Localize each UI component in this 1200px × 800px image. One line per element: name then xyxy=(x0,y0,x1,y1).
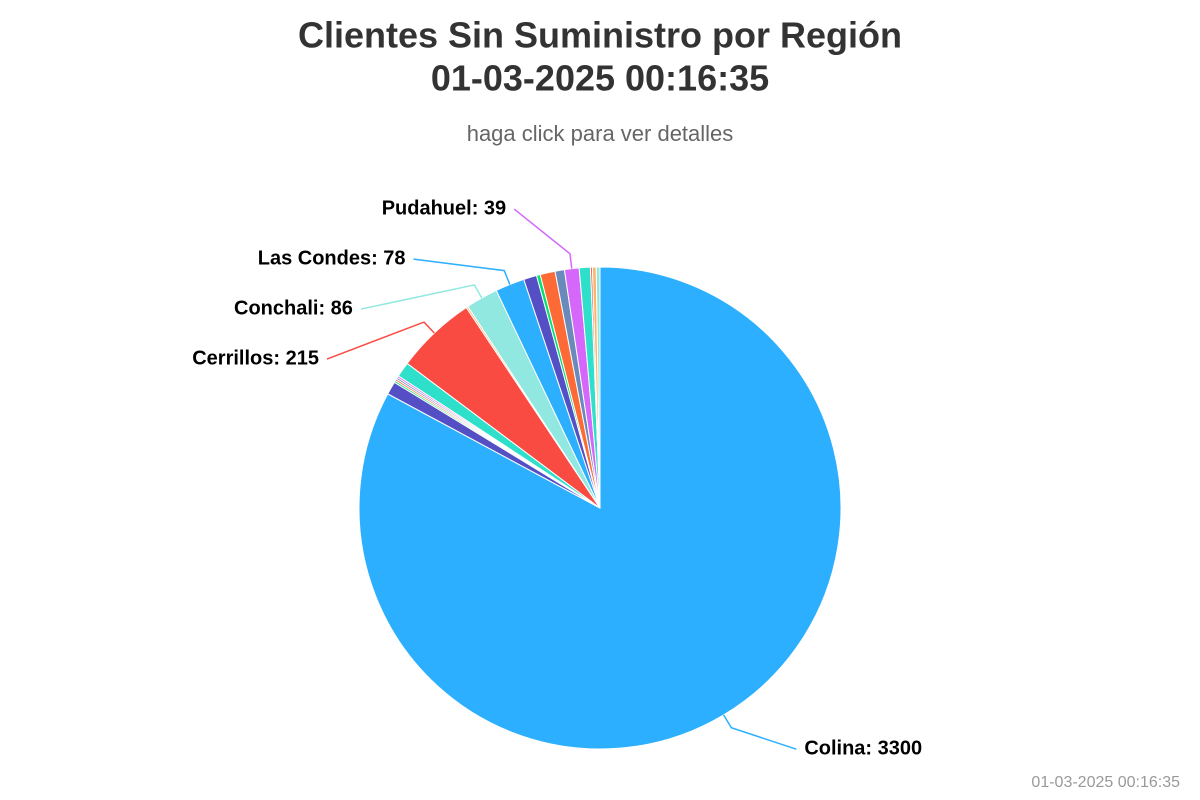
pie-slice[interactable]: Colina xyxy=(358,266,842,750)
label-connector xyxy=(360,284,483,310)
data-label: Pudahuel: 39 xyxy=(382,197,506,219)
label-connector xyxy=(513,208,573,269)
credit: 01-03-2025 00:16:35 xyxy=(1031,774,1180,791)
data-label: Cerrillos: 215 xyxy=(192,347,319,369)
pie-slice[interactable] xyxy=(595,266,601,509)
label-connector xyxy=(413,258,511,285)
chart-title: Clientes Sin Suministro por Región xyxy=(298,15,902,56)
data-label: Conchali: 86 xyxy=(234,297,353,319)
chart-title: 01-03-2025 00:16:35 xyxy=(431,58,769,99)
label-connector xyxy=(326,321,435,360)
data-label: Las Condes: 78 xyxy=(258,247,406,269)
label-connector xyxy=(722,714,797,750)
data-label: Colina: 3300 xyxy=(804,737,922,759)
chart-subtitle: haga click para ver detalles xyxy=(467,121,734,146)
